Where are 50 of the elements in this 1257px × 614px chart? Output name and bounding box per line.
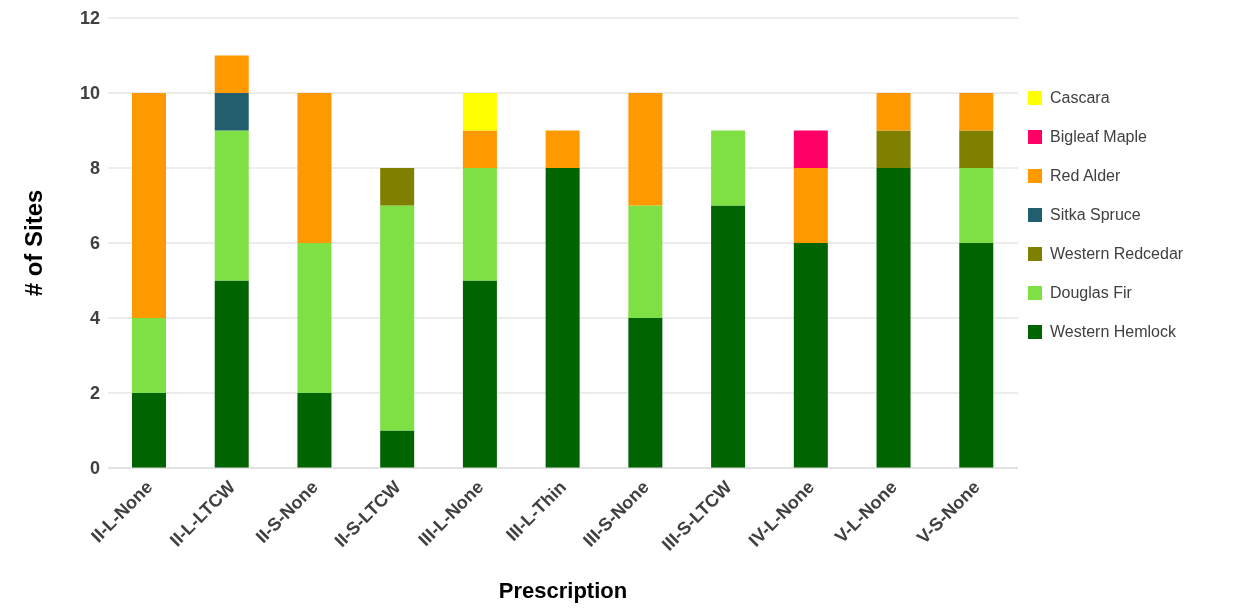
bar — [711, 205, 746, 468]
y-tick-label: 4 — [89, 308, 100, 329]
bar — [793, 243, 828, 468]
bar — [959, 243, 994, 468]
bar — [628, 93, 663, 206]
legend-label: Douglas Fir — [1050, 283, 1132, 302]
bar — [876, 130, 911, 168]
legend-label: Western Hemlock — [1050, 322, 1176, 341]
bar — [214, 93, 249, 131]
bar — [462, 168, 497, 281]
y-axis-title: # of Sites — [19, 189, 47, 297]
bar — [793, 130, 828, 168]
bar — [214, 280, 249, 468]
bar — [545, 130, 580, 168]
bar — [297, 243, 332, 393]
legend-label: Western Redcedar — [1050, 244, 1184, 263]
bar — [959, 93, 994, 131]
bar — [876, 93, 911, 131]
bar — [545, 168, 580, 468]
legend-label: Bigleaf Maple — [1050, 127, 1147, 146]
y-tick-label: 0 — [89, 458, 100, 479]
bar — [711, 130, 746, 206]
bar — [793, 168, 828, 243]
y-tick-label: 8 — [89, 158, 100, 179]
y-tick-label: 2 — [89, 383, 100, 404]
bar — [876, 168, 911, 468]
legend-label: Sitka Spruce — [1050, 205, 1141, 224]
bar — [297, 93, 332, 243]
bar — [462, 93, 497, 131]
bar — [380, 168, 415, 206]
bar — [628, 318, 663, 468]
bar — [959, 168, 994, 243]
bar — [628, 205, 663, 318]
x-axis-title: Prescription — [498, 578, 628, 603]
bar — [462, 280, 497, 468]
bar — [132, 93, 166, 318]
legend-label: Cascara — [1050, 88, 1110, 107]
bar — [380, 205, 415, 431]
y-tick-label: 6 — [89, 233, 100, 254]
bar — [214, 130, 249, 281]
bar — [462, 130, 497, 168]
legend-label: Red Alder — [1050, 166, 1121, 185]
bar — [214, 55, 249, 93]
bar — [380, 430, 415, 468]
bar — [297, 393, 332, 468]
bar — [132, 393, 166, 468]
bar — [959, 130, 994, 168]
y-tick-label: 12 — [79, 8, 100, 29]
bar — [132, 318, 166, 393]
y-tick-label: 10 — [79, 83, 100, 104]
